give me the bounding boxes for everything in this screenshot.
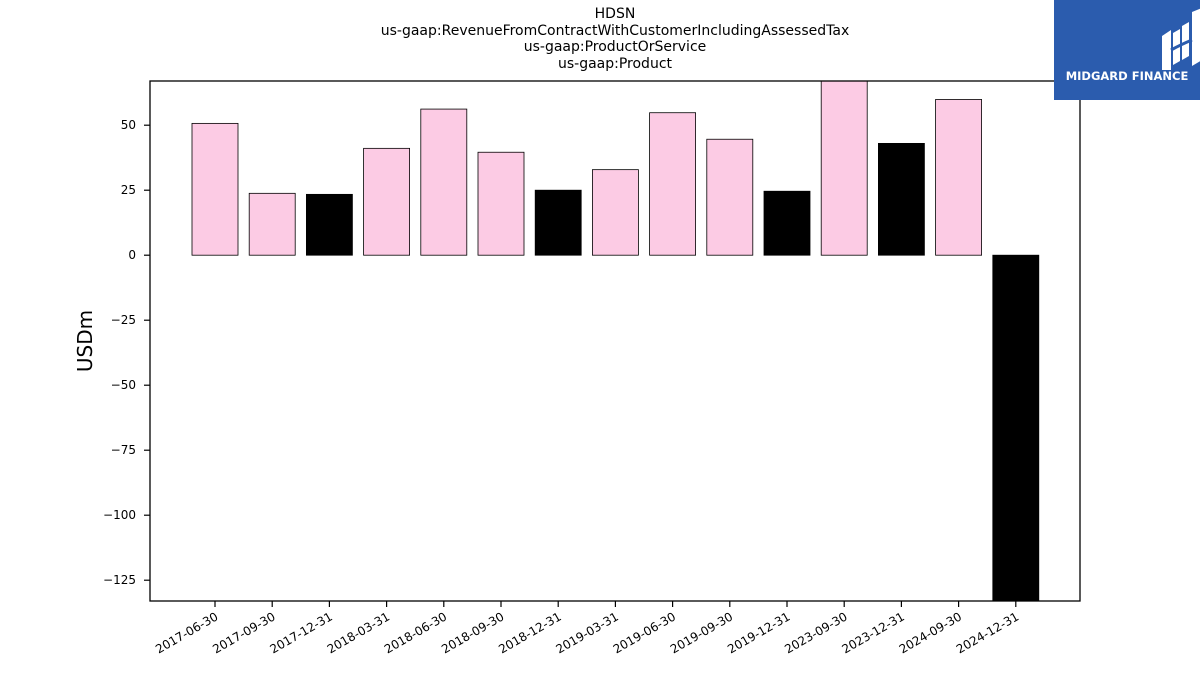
x-tick-label: 2017-06-30 — [153, 609, 220, 656]
y-axis: 50 25 0 −25 −50 −75 −100 −125 — [103, 118, 150, 587]
bar-2018-06-30 — [420, 108, 468, 256]
y-tick-label: −100 — [103, 508, 136, 522]
x-tick-label: 2018-12-31 — [496, 609, 563, 656]
bar-2017-09-30 — [248, 192, 296, 256]
x-tick-label: 2019-09-30 — [668, 609, 735, 656]
logo-text: MIDGARD FINANCE — [1065, 69, 1189, 83]
chart-title: HDSN us-gaap:RevenueFromContractWithCust… — [150, 6, 1080, 72]
bar-2019-09-30 — [706, 138, 754, 256]
bars-group — [191, 81, 1040, 601]
bar-2023-09-30 — [820, 81, 868, 256]
title-line-axis: us-gaap:ProductOrService — [523, 39, 707, 55]
y-tick-label: −25 — [111, 313, 136, 327]
x-tick-label: 2018-09-30 — [439, 609, 506, 656]
x-tick-label: 2019-12-31 — [725, 609, 792, 656]
y-axis-label: USDm — [73, 310, 97, 372]
x-tick-label: 2018-03-31 — [325, 609, 392, 656]
bar-2024-12-31 — [992, 254, 1040, 601]
bar-2019-06-30 — [649, 112, 696, 256]
bar-2023-12-31 — [878, 142, 925, 256]
x-tick-label: 2018-06-30 — [382, 609, 449, 656]
bar-2018-09-30 — [477, 151, 525, 256]
bar-2024-09-30 — [935, 99, 982, 256]
y-tick-label: 25 — [121, 183, 136, 197]
x-tick-label: 2023-09-30 — [782, 609, 849, 656]
x-tick-label: 2017-12-31 — [267, 609, 334, 656]
x-tick-label: 2019-03-31 — [553, 609, 620, 656]
bar-2019-03-31 — [592, 169, 639, 256]
title-line-member: us-gaap:Product — [557, 55, 673, 72]
logo-mark-icon — [1162, 8, 1200, 70]
midgard-finance-logo: MIDGARD FINANCE — [1054, 0, 1200, 100]
y-tick-label: 50 — [121, 118, 136, 132]
y-tick-label: −50 — [111, 378, 136, 392]
x-tick-label: 2019-06-30 — [611, 609, 678, 656]
bar-2019-12-31 — [763, 190, 811, 256]
bar-2018-12-31 — [534, 189, 582, 256]
x-tick-label: 2024-09-30 — [897, 609, 964, 656]
y-tick-label: 0 — [128, 248, 136, 262]
x-tick-label: 2023-12-31 — [839, 609, 906, 656]
bar-2018-03-31 — [363, 147, 411, 256]
bar-2017-12-31 — [305, 193, 353, 256]
x-axis: 2017-06-302017-09-302017-12-312018-03-31… — [153, 601, 1021, 656]
title-line-ticker: HDSN — [594, 6, 636, 22]
y-tick-label: −125 — [103, 573, 136, 587]
x-tick-label: 2017-09-30 — [210, 609, 277, 656]
x-tick-label: 2024-12-31 — [954, 609, 1021, 656]
bar-2017-06-30 — [191, 122, 239, 256]
title-line-concept: us-gaap:RevenueFromContractWithCustomerI… — [380, 22, 850, 39]
y-tick-label: −75 — [111, 443, 136, 457]
